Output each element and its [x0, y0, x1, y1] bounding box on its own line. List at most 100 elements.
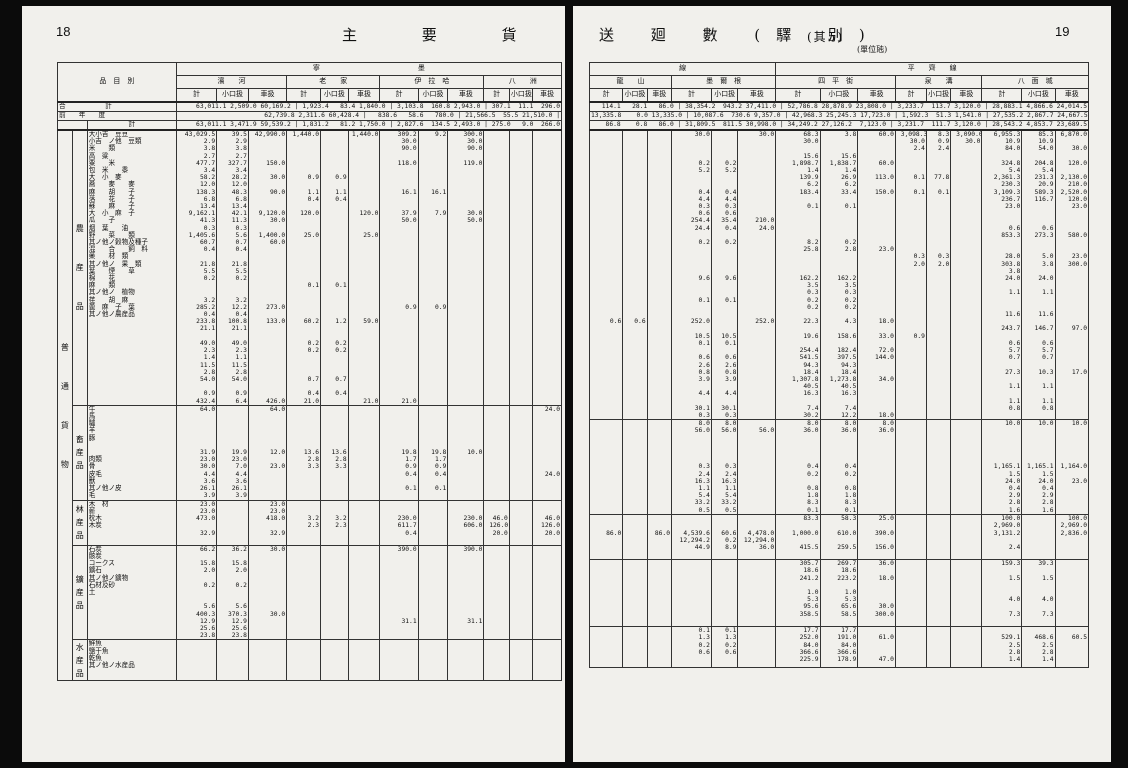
agri-col	[483, 128, 510, 406]
fish-col: 0.1 1.3 0.2 0.6	[671, 626, 712, 669]
page-number-right: 19	[1055, 24, 1070, 39]
sub-header: 車扱	[737, 88, 777, 103]
station-header: 伊 拉 哈	[379, 75, 485, 89]
fish-col: 0.1 1.3 0.2 0.6	[710, 626, 739, 669]
animal-col: 13.6 2.8 3.3	[320, 404, 349, 501]
mineral-col: 305.7 18.6 241.2 1.0 5.3 95.6 358.5	[775, 559, 821, 628]
mineral-col: 36.2 15.8 2.0 0.2 5.6 370.3 12.9 25.6 23…	[216, 544, 249, 641]
page-number-left: 18	[56, 24, 71, 39]
fish-col: 17.7 252.0 84.0 366.6 225.9	[775, 626, 821, 669]
sub-header: 計	[588, 88, 624, 103]
sub-header: 車扱	[646, 88, 673, 103]
agri-col: 39.5 2.9 3.8 2.7 327.7 3.4 28.2 12.0 48.…	[216, 128, 249, 406]
sub-header: 車扱	[1054, 88, 1090, 103]
prev-year-values: 13,335.8 0.0 13,335.0 | 10,087.6 730.6 9…	[589, 111, 1089, 121]
subtotal-label: 計	[86, 120, 177, 131]
sub-header: 小口扱	[508, 88, 534, 103]
sub-header: 計	[671, 88, 712, 103]
forest-col: 100.0 2,969.0 3,131.2 2.4	[981, 514, 1023, 561]
fish-col: 61.0 47.0	[857, 626, 896, 669]
sub-header: 車扱	[247, 88, 288, 103]
forest-item-labels: 木 材 薪 枕木 木炭	[86, 499, 177, 546]
mineral-col: 159.3 1.5 4.0 7.3	[981, 559, 1023, 628]
agri-col: 68.3 30.0 15.6 1,898.7 1.4 139.9 6.2 183…	[775, 129, 821, 421]
station-header: 墨 爾 根	[670, 75, 777, 89]
station-header: 八 洲	[483, 75, 562, 89]
forest-col: 83.3 1,000.0 415.5	[775, 514, 821, 561]
animal-col: 19.9 23.0 7.0 4.4 3.6 26.1 3.9	[216, 404, 249, 501]
sub-header: 車扱	[857, 88, 896, 103]
agri-col: 3,090.0 30.0	[950, 129, 983, 421]
sub-header: 計	[286, 88, 322, 103]
forest-col: 3.2 2.3	[320, 499, 349, 546]
animal-item-labels: 牛 馬 驢 羊 豚 肉類 骨 皮毛 獸 其ノ他ノ皮 毛	[86, 404, 177, 501]
agri-col: 60.0 60.0 113.0 150.0 23.0 18.0 33.0 72.…	[857, 129, 896, 421]
left-page: 18 主 要 貨 物 發 品 目 別 寧 墨 濱 河 老 家 伊 拉 哈 八 洲…	[22, 6, 565, 762]
forest-col: 4,539.6 12,294.2 44.9	[671, 514, 712, 561]
mineral-col: 66.2 15.8 2.0 0.2 5.6 400.3 12.9 25.6 23…	[175, 544, 218, 641]
sub-header: 計	[981, 88, 1023, 103]
forest-col: 23.0 23.0 418.0 32.9	[247, 499, 288, 546]
forest-col: 86.0	[646, 514, 673, 561]
region-header: 寧 墨	[175, 62, 563, 76]
animal-col: 19.8 1.7 0.9 0.4 0.1	[417, 404, 449, 501]
forest-col: 4,478.0 12,294.0 36.0	[737, 514, 777, 561]
animal-col: 64.0 12.0 23.0	[247, 404, 288, 501]
animal-col: 8.0 36.0 0.4 0.2 0.8 1.8 8.3 0.1	[775, 419, 821, 516]
agri-col: 6,955.3 10.9 84.0 324.8 5.4 2,361.3 230.…	[981, 129, 1023, 421]
forest-col: 230.0 606.0	[447, 499, 485, 546]
station-header: 濱 河	[175, 75, 288, 89]
mineral-col: 30.0 30.0	[247, 544, 288, 641]
mineral-col: 390.0 31.1	[447, 544, 485, 641]
station-header: 八 面 城	[981, 75, 1089, 89]
animal-col: 8.0 56.0 0.3 2.4 16.3 1.1 5.4 33.2 0.5	[710, 419, 739, 516]
ledger-table-right: 線 平 齊 線 龍 山 墨 爾 根 四 平 街 泉 溝 八 面 城 計 小口扱 …	[588, 62, 1090, 669]
sub-header: 計	[379, 88, 419, 103]
page-title-left: 主 要 貨 物 發	[342, 26, 565, 44]
sub-header: 小口扱	[417, 88, 449, 103]
sub-header: 小口扱	[819, 88, 859, 103]
sub-header: 計	[175, 88, 218, 103]
category-fishery: 水産品	[71, 639, 88, 682]
total-label: 合 計	[57, 101, 177, 112]
sub-header: 小口扱	[1021, 88, 1056, 103]
animal-col: 10.0	[447, 404, 485, 501]
sub-header: 車扱	[532, 88, 562, 103]
forest-col: 58.3 610.0 259.5	[819, 514, 859, 561]
animal-col: 8.0 56.0 0.3 2.4 16.3 1.1 5.4 33.2 0.5	[671, 419, 712, 516]
agri-col: 1,440.0 120.0 25.0 59.0 21.0	[347, 128, 381, 406]
station-header: 老 家	[286, 75, 381, 89]
prev-year-values: 62,739.8 2,311.6 60,428.4 | 838.6 58.6 7…	[175, 111, 563, 121]
category-agri: 農産品	[71, 128, 88, 406]
right-page: 送 廻 數 (驛 別) (其5) (單位瓲) 19 線 平 齊 線 龍 山 墨 …	[573, 6, 1111, 762]
agri-col: 9.2 16.1 7.9 0.9	[417, 128, 449, 406]
category-general-goods: 普通貨物	[57, 129, 73, 682]
animal-col: 8.0 36.0 0.4 0.2 0.8 1.8 8.3 0.1	[819, 419, 859, 516]
sub-header: 小口扱	[320, 88, 349, 103]
prev-year-label: 前 年 度	[57, 111, 177, 121]
sub-header: 小口扱	[216, 88, 249, 103]
animal-col: 56.0	[737, 419, 777, 516]
fish-col: 529.1 2.5 2.8 1.4	[981, 626, 1023, 669]
agri-col: 300.0 30.0 90.0 119.0 30.0 50.0	[447, 128, 485, 406]
agri-col: 1,440.0 0.9 1.1 0.4 120.0 25.0 0.1 60.2 …	[286, 128, 322, 406]
sub-header: 小口扱	[710, 88, 739, 103]
sub-header: 計	[483, 88, 510, 103]
animal-col: 64.0 31.9 23.0 30.0 4.4 3.6 26.1 3.9	[175, 404, 218, 501]
agri-col: 3,098.3 30.0 2.4 0.1 0.1 0.3 2.0 0.9	[894, 129, 927, 421]
agri-col: 8.3 0.9 2.4 77.8 0.1 0.3 2.0	[925, 129, 952, 421]
station-header: 泉 溝	[894, 75, 983, 89]
agri-col: 6,870.0 30.0 120.0 2,130.0 210.0 2,520.0…	[1054, 129, 1090, 421]
fish-col: 468.6 2.5 2.8 1.4	[1021, 626, 1056, 669]
forest-col: 3.2 2.3	[286, 499, 322, 546]
agri-col: 85.3 10.9 54.0 204.8 5.4 231.3 20.9 589.…	[1021, 129, 1056, 421]
category-forest: 林産品	[71, 499, 88, 546]
animal-col: 10.0 1,164.0 23.0	[1054, 419, 1090, 516]
sub-header: 小口扱	[622, 88, 648, 103]
station-header: 四 平 街	[775, 75, 896, 89]
forest-col: 23.0 23.0 473.0 32.9	[175, 499, 218, 546]
total-values: 114.1 28.1 86.0 | 38,354.2 943.2 37,411.…	[589, 101, 1089, 112]
line-header-right: 平 齊 線	[775, 62, 1089, 76]
forest-col: 86.0	[588, 514, 624, 561]
subtotal-values: 63,011.1 3,471.9 59,539.2 | 1,831.2 81.2…	[175, 120, 563, 131]
